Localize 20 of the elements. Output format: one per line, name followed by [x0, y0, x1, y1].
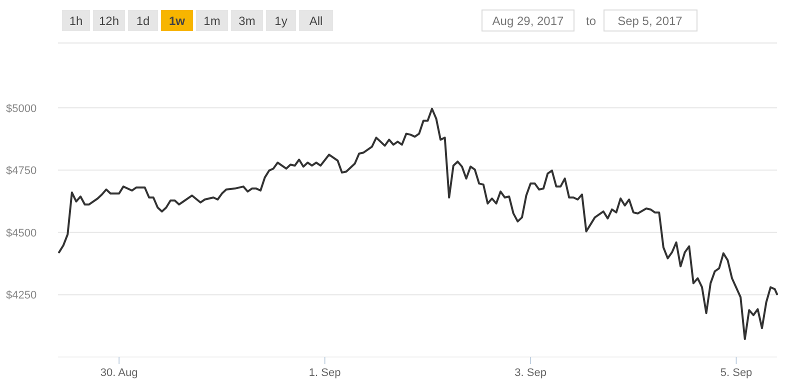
text: 1w	[168, 14, 186, 28]
x-tick-label: 3. Sep	[514, 367, 546, 379]
y-tick-label: $4500	[6, 227, 37, 240]
line-series	[58, 108, 778, 340]
y-tick-label: $4250	[6, 290, 37, 302]
y-tick-label: $5000	[6, 102, 37, 115]
text: 1y	[274, 14, 288, 28]
text: 1d	[136, 14, 150, 28]
y-tick-label: $4750	[6, 165, 37, 178]
text: 3m	[238, 14, 256, 28]
x-tick-label: 1. Sep	[308, 367, 341, 379]
text: Aug 29, 2017	[492, 14, 564, 28]
x-tick-label: 5. Sep	[720, 367, 752, 379]
text: Sep 5, 2017	[618, 14, 683, 28]
text: All	[309, 14, 323, 28]
text: 1m	[204, 14, 220, 28]
text: 1h	[69, 14, 83, 28]
x-tick-label: 30. Aug	[100, 367, 138, 379]
text: to	[586, 14, 596, 28]
text: 12h	[98, 14, 120, 28]
